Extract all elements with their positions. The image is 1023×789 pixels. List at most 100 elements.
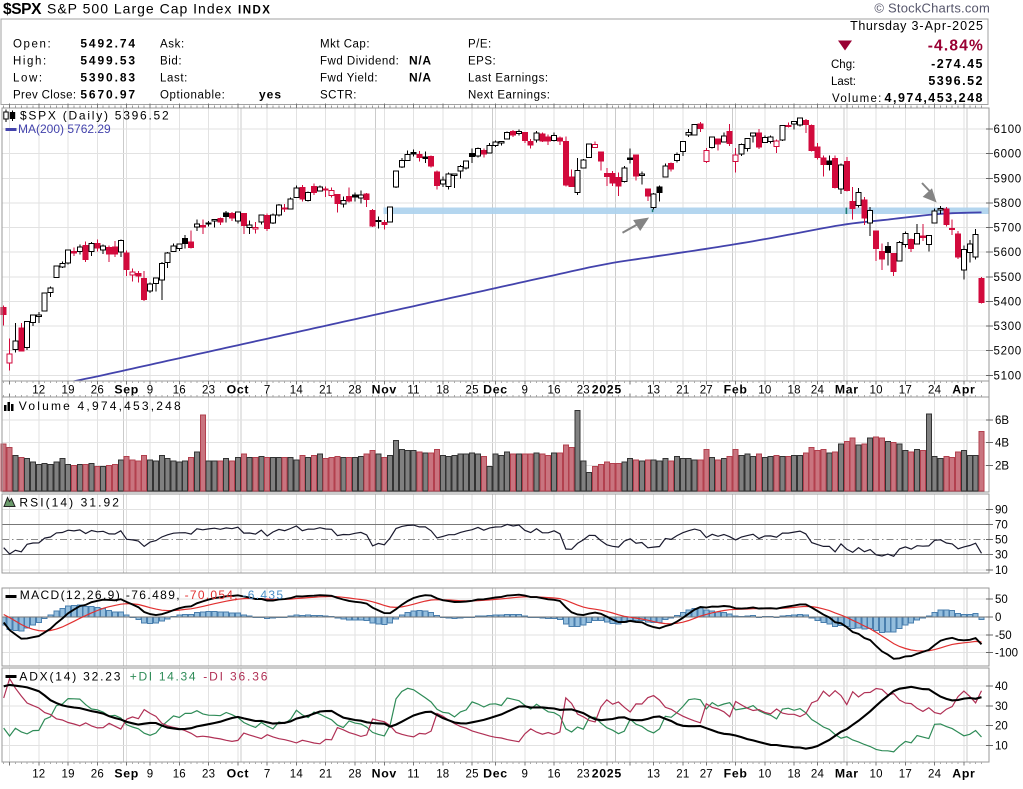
svg-text:10: 10: [869, 769, 882, 781]
svg-text:10: 10: [758, 385, 771, 397]
svg-text:19: 19: [61, 769, 74, 781]
svg-text:Prev Close:: Prev Close:: [13, 90, 76, 102]
svg-text:RSI(14) 31.92: RSI(14) 31.92: [19, 496, 121, 510]
svg-text:16: 16: [547, 769, 560, 781]
svg-text:11: 11: [407, 769, 419, 781]
svg-text:Oct: Oct: [227, 383, 250, 397]
svg-text:Fwd Dividend:: Fwd Dividend:: [320, 56, 399, 68]
svg-text:P/E:: P/E:: [468, 39, 492, 51]
svg-text:$SPX: $SPX: [3, 1, 42, 18]
svg-text:5500: 5500: [994, 272, 1022, 284]
svg-text:16: 16: [173, 385, 186, 397]
svg-text:9: 9: [147, 769, 154, 781]
svg-text:Oct: Oct: [227, 767, 250, 781]
svg-text:10: 10: [995, 565, 1008, 577]
svg-text:Thursday: Thursday: [850, 19, 907, 33]
svg-text:5396.52: 5396.52: [928, 74, 984, 88]
svg-text:Dec: Dec: [483, 383, 508, 397]
svg-text:Dec: Dec: [483, 767, 508, 781]
svg-text:SCTR:: SCTR:: [320, 90, 357, 102]
svg-text:40: 40: [995, 681, 1008, 693]
svg-text:5200: 5200: [994, 346, 1022, 358]
svg-text:5670.97: 5670.97: [80, 88, 137, 102]
svg-text:27: 27: [700, 769, 713, 781]
svg-text:14: 14: [290, 385, 304, 397]
svg-text:Last Earnings:: Last Earnings:: [468, 73, 549, 85]
svg-text:Volume 4,974,453,248: Volume 4,974,453,248: [19, 399, 183, 413]
svg-text:6B: 6B: [995, 415, 1009, 427]
svg-text:Fwd Yield:: Fwd Yield:: [320, 73, 378, 85]
svg-text:70: 70: [995, 520, 1008, 532]
svg-text:-6.435: -6.435: [242, 588, 284, 602]
svg-text:0: 0: [995, 612, 1001, 624]
svg-text:25: 25: [465, 769, 478, 781]
svg-text:2025: 2025: [592, 383, 622, 397]
svg-text:30: 30: [995, 701, 1008, 713]
svg-text:MA(200) 5762.29: MA(200) 5762.29: [18, 122, 111, 136]
svg-text:Sep: Sep: [114, 383, 139, 397]
svg-text:21: 21: [676, 385, 689, 397]
svg-text:Ask:: Ask:: [160, 39, 185, 51]
svg-text:5700: 5700: [994, 223, 1022, 235]
svg-text:-100: -100: [995, 648, 1018, 660]
svg-text:-274.45: -274.45: [931, 57, 984, 71]
svg-text:11: 11: [407, 385, 419, 397]
svg-text:13: 13: [647, 769, 660, 781]
svg-text:Sep: Sep: [114, 767, 139, 781]
svg-text:24: 24: [811, 385, 825, 397]
svg-text:© StockCharts.com: © StockCharts.com: [874, 1, 990, 16]
svg-text:21: 21: [319, 769, 332, 781]
svg-text:Low:: Low:: [13, 73, 44, 85]
svg-text:28: 28: [348, 769, 361, 781]
svg-text:4B: 4B: [995, 438, 1009, 450]
svg-text:Bid:: Bid:: [160, 56, 182, 68]
svg-text:-DI 36.36: -DI 36.36: [203, 670, 269, 684]
svg-text:MACD(12,26,9) -76.489,: MACD(12,26,9) -76.489,: [20, 588, 181, 602]
svg-text:7: 7: [264, 385, 271, 397]
svg-text:5600: 5600: [994, 247, 1022, 259]
svg-text:-50: -50: [995, 630, 1012, 642]
svg-text:30: 30: [995, 550, 1008, 562]
svg-text:5400: 5400: [994, 297, 1022, 309]
svg-text:21: 21: [676, 769, 689, 781]
svg-text:Next Earnings:: Next Earnings:: [468, 90, 550, 102]
svg-text:50: 50: [995, 594, 1008, 606]
svg-text:Mkt Cap:: Mkt Cap:: [320, 39, 370, 51]
svg-text:4,974,453,248: 4,974,453,248: [885, 91, 984, 105]
svg-text:18: 18: [787, 385, 800, 397]
svg-text:25: 25: [465, 385, 478, 397]
svg-text:23: 23: [202, 769, 215, 781]
svg-text:20: 20: [995, 721, 1008, 733]
svg-text:7: 7: [264, 769, 271, 781]
svg-text:9: 9: [521, 385, 528, 397]
svg-text:21: 21: [319, 385, 332, 397]
svg-text:16: 16: [547, 385, 560, 397]
svg-text:Feb: Feb: [724, 383, 748, 397]
svg-text:26: 26: [91, 385, 104, 397]
svg-text:28: 28: [348, 385, 361, 397]
svg-text:50: 50: [995, 535, 1008, 547]
svg-text:5492.74: 5492.74: [80, 37, 137, 51]
svg-text:90: 90: [995, 504, 1008, 516]
svg-text:5300: 5300: [994, 321, 1022, 333]
svg-text:N/A: N/A: [409, 71, 432, 85]
svg-text:12: 12: [32, 385, 45, 397]
svg-text:9: 9: [521, 769, 528, 781]
svg-text:-70.054,: -70.054,: [185, 588, 239, 602]
svg-text:16: 16: [173, 769, 186, 781]
svg-text:INDX: INDX: [238, 5, 271, 17]
svg-text:10: 10: [995, 741, 1008, 753]
svg-text:-4.84%: -4.84%: [928, 38, 984, 55]
svg-text:9: 9: [147, 385, 154, 397]
svg-text:6100: 6100: [994, 124, 1022, 136]
svg-text:18: 18: [436, 385, 449, 397]
svg-text:23: 23: [577, 769, 590, 781]
svg-text:$SPX (Daily) 5396.52: $SPX (Daily) 5396.52: [20, 109, 170, 123]
svg-text:Apr: Apr: [952, 767, 975, 781]
svg-text:Mar: Mar: [835, 767, 859, 781]
svg-text:Last:: Last:: [160, 73, 188, 85]
svg-text:N/A: N/A: [409, 54, 432, 68]
svg-text:10: 10: [758, 769, 771, 781]
svg-text:ADX(14) 32.23: ADX(14) 32.23: [19, 670, 122, 684]
svg-text:24: 24: [928, 385, 942, 397]
